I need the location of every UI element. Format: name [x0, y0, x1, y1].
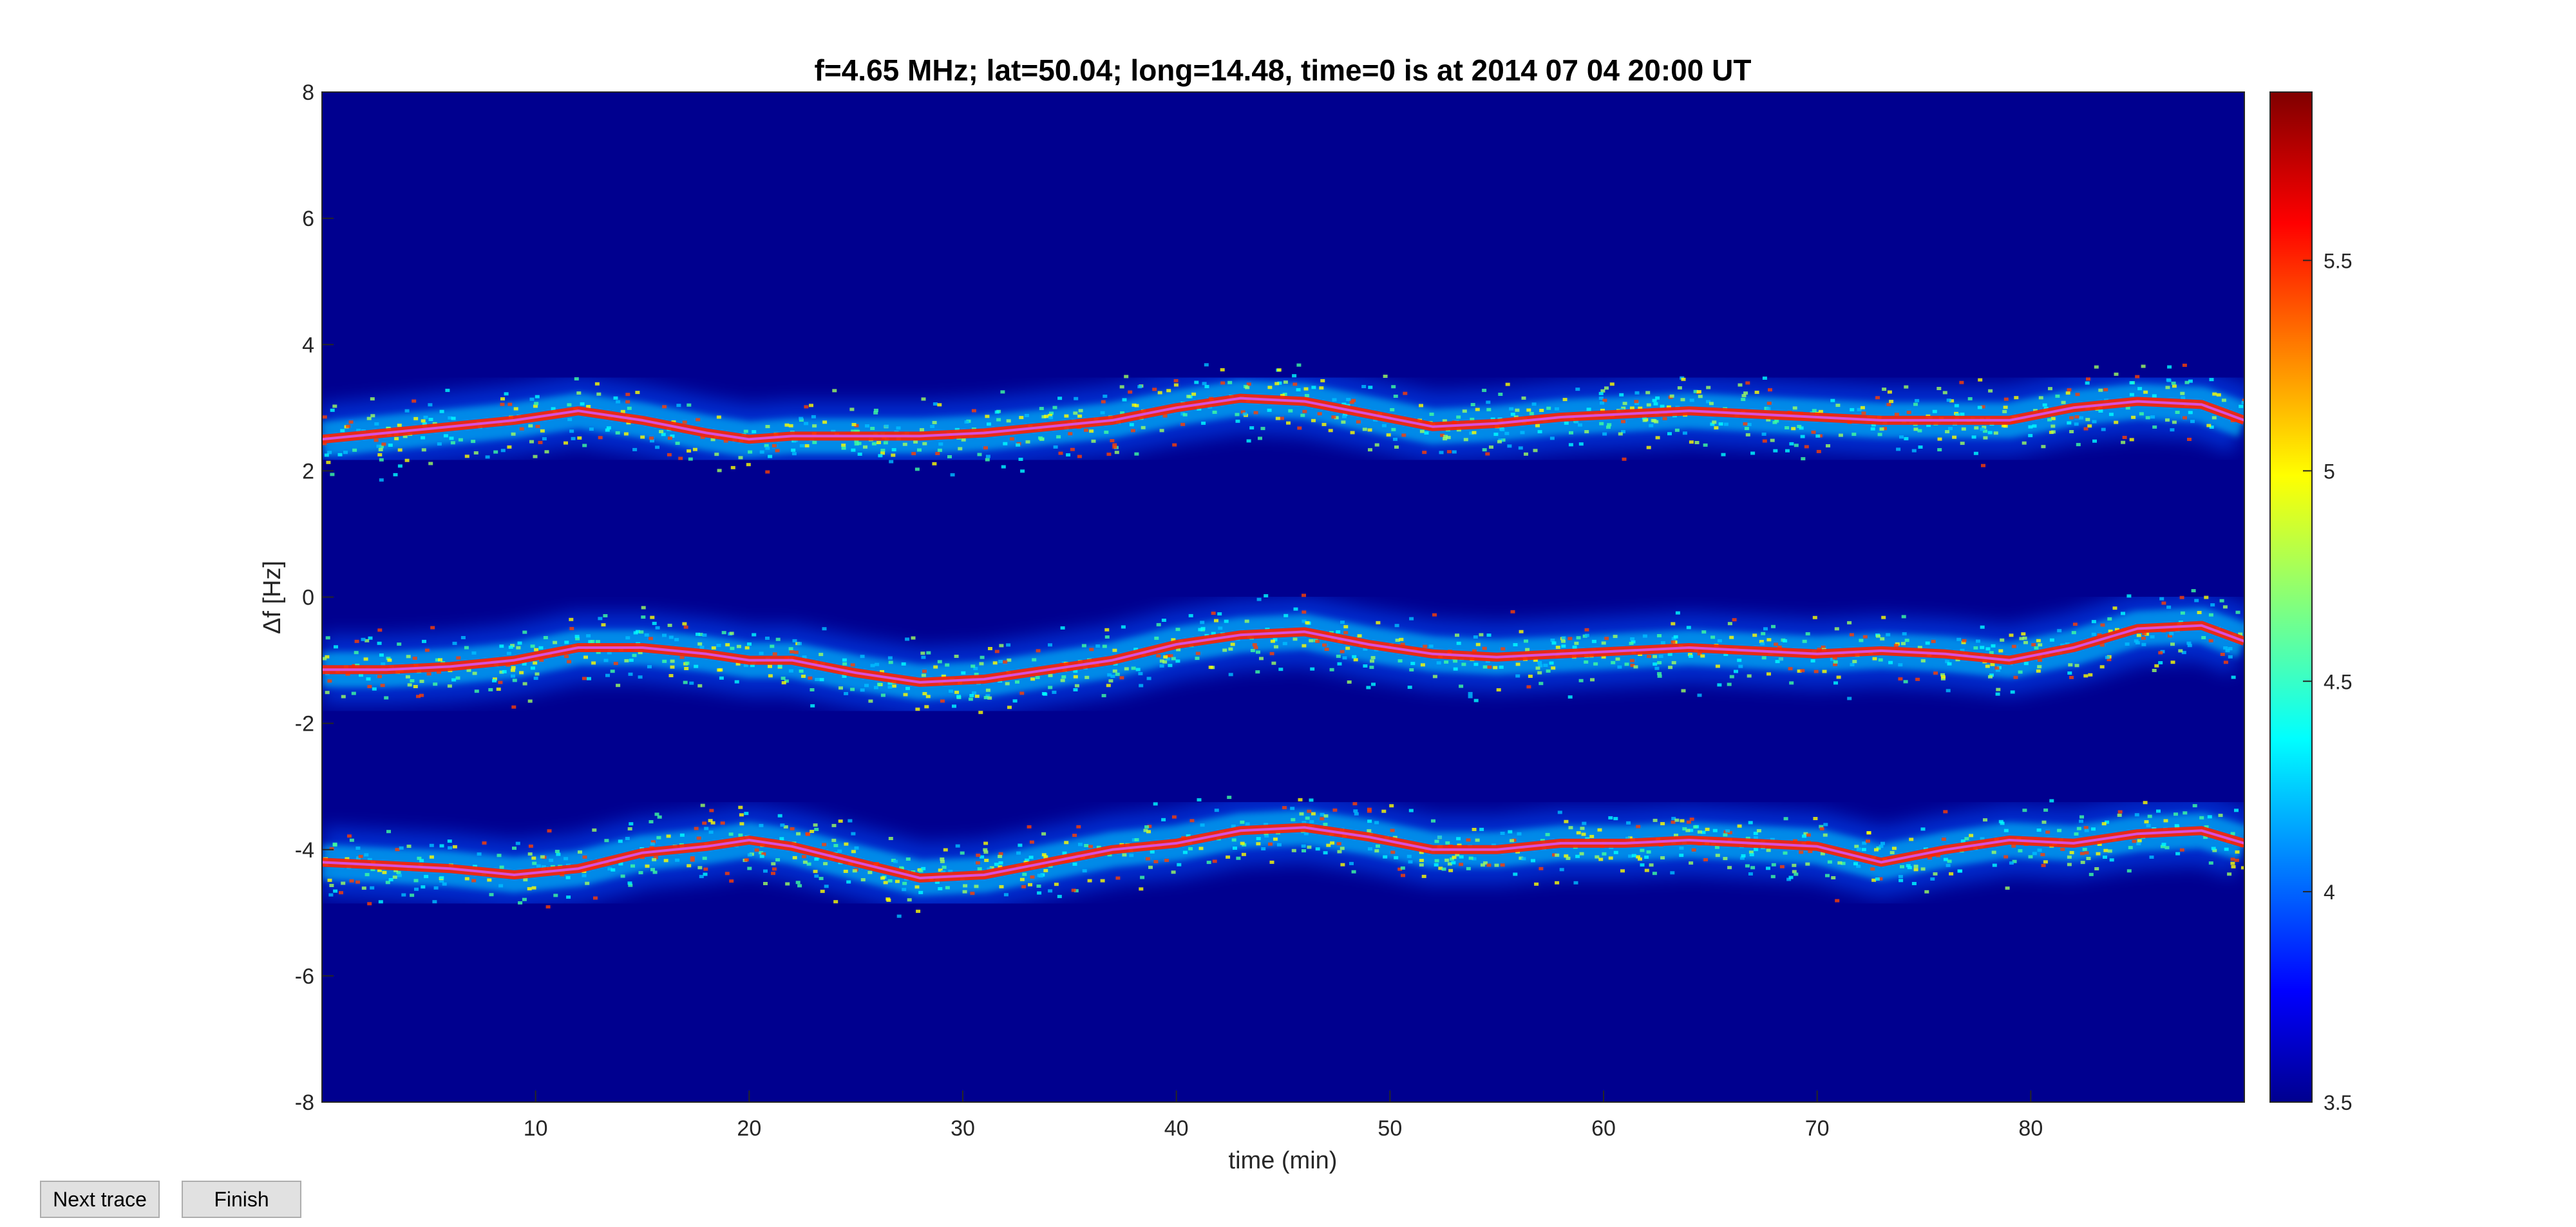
doppler-trace-line: [322, 624, 2244, 684]
colorbar-tick-label: 3.5: [2324, 1091, 2352, 1114]
x-tick-label: 70: [1805, 1116, 1830, 1141]
y-tick-label: -8: [295, 1091, 314, 1115]
y-tick-label: -2: [295, 712, 314, 736]
x-axis-label: time (min): [1229, 1147, 1338, 1174]
x-tick-label: 80: [2018, 1116, 2043, 1141]
chart-title: f=4.65 MHz; lat=50.04; long=14.48, time=…: [815, 53, 1752, 87]
y-tick-label: -4: [295, 838, 314, 863]
y-tick-label: -6: [295, 964, 314, 989]
y-tick-label: 0: [302, 586, 314, 610]
x-tick-label: 60: [1591, 1116, 1616, 1141]
x-tick-label: 50: [1378, 1116, 1402, 1141]
x-tick-label: 10: [524, 1116, 548, 1141]
finish-button[interactable]: Finish: [182, 1181, 301, 1218]
doppler-trace-line: [322, 826, 2244, 879]
colorbar-tick-label: 5.5: [2324, 250, 2352, 273]
y-tick-label: 4: [302, 333, 314, 357]
y-axis-label: Δf [Hz]: [259, 561, 286, 634]
next-trace-button[interactable]: Next trace: [40, 1181, 160, 1218]
doppler-trace-line: [322, 397, 2244, 441]
colorbar-tick-label: 4.5: [2324, 670, 2352, 693]
x-tick-label: 40: [1164, 1116, 1189, 1141]
plot-area: [322, 92, 2244, 1102]
y-tick-label: 8: [302, 80, 314, 105]
x-tick-label: 20: [737, 1116, 761, 1141]
colorbar-tick-label: 5: [2324, 460, 2335, 483]
colorbar: [2269, 91, 2313, 1103]
y-tick-label: 2: [302, 459, 314, 483]
colorbar-tick-label: 4: [2324, 881, 2335, 904]
y-tick-label: 6: [302, 207, 314, 231]
x-tick-label: 30: [951, 1116, 975, 1141]
